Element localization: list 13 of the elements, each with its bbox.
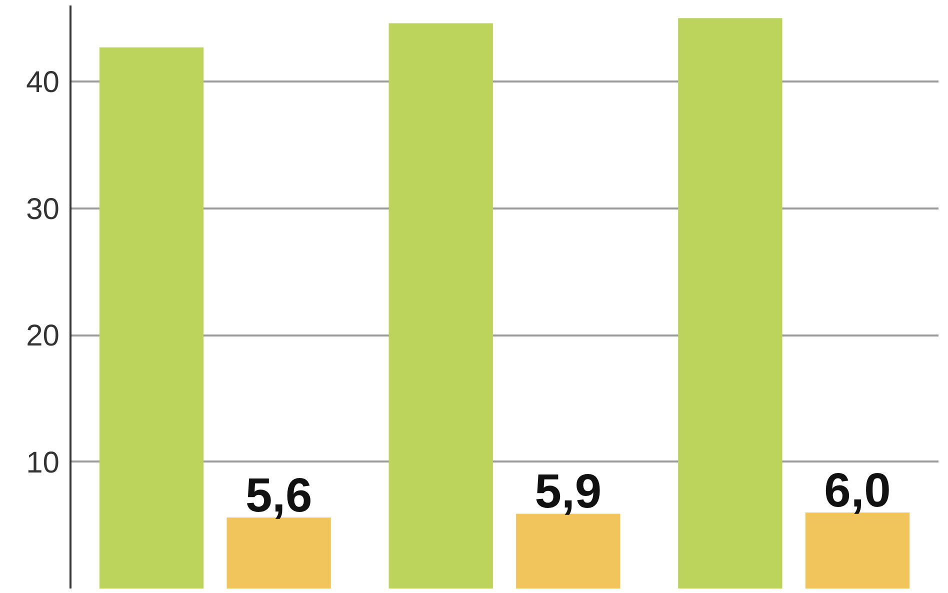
- y-tick-label: 40: [26, 66, 60, 100]
- bar: [226, 518, 331, 588]
- y-tick-label: 20: [26, 320, 60, 353]
- data-label: 6,0: [824, 464, 891, 518]
- bar: [516, 514, 620, 588]
- data-label: 5,6: [245, 470, 312, 523]
- y-tick-label: 10: [26, 446, 60, 480]
- data-label: 5,9: [534, 466, 602, 519]
- y-tick-label: 30: [26, 192, 60, 226]
- bar: [388, 23, 493, 588]
- bar: [99, 47, 204, 588]
- bar: [805, 512, 910, 588]
- bar: [678, 18, 782, 588]
